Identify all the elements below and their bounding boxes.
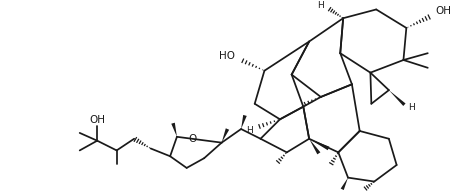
Text: OH: OH (89, 115, 105, 125)
Polygon shape (309, 139, 320, 154)
Polygon shape (309, 139, 329, 150)
Text: H: H (317, 1, 324, 10)
Text: H: H (246, 126, 253, 135)
Polygon shape (221, 128, 229, 143)
Text: OH: OH (436, 6, 451, 16)
Polygon shape (171, 123, 177, 137)
Text: O: O (189, 134, 197, 144)
Text: HO: HO (219, 51, 235, 61)
Polygon shape (241, 115, 247, 129)
Polygon shape (389, 90, 405, 106)
Text: H: H (408, 103, 415, 112)
Polygon shape (341, 178, 348, 190)
